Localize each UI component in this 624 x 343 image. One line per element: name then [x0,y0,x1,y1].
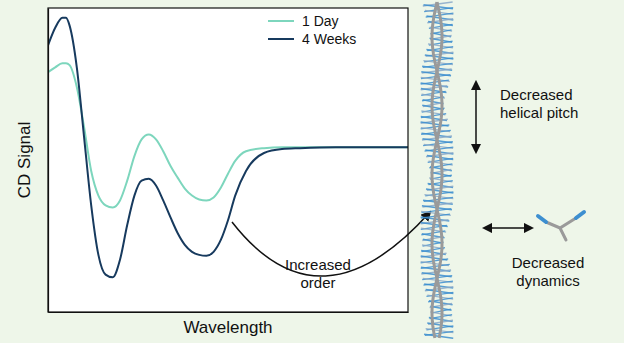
annotation: Decreaseddynamics [512,254,585,289]
canvas: Wavelength CD Signal 1 Day 4 Weeks Increased… [0,0,624,343]
series-line [48,63,408,207]
plot-frame [48,8,408,312]
y-axis-title: CD Signal [15,122,34,199]
lines [48,18,408,278]
arrow [475,82,477,152]
arrow [232,212,430,276]
arrow [484,227,532,229]
series-line [48,18,408,278]
fibril-core [432,2,442,338]
fibril [421,2,454,338]
legend-label: 4 Weeks [302,31,356,47]
legend-swatch [268,38,294,40]
plot-background [48,8,408,312]
legend-label: 1 Day [302,13,339,29]
icon-part [546,218,576,240]
icon-part [538,212,584,222]
legend-swatch [268,20,294,22]
x-axis-title: Wavelength [183,318,272,337]
annotation: Decreasedhelical pitch [500,86,578,121]
fibril-core [432,2,442,338]
molecule-icon [538,212,584,240]
annotation: Increasedorder [285,256,351,291]
legend: 1 Day 4 Weeks [268,13,356,47]
